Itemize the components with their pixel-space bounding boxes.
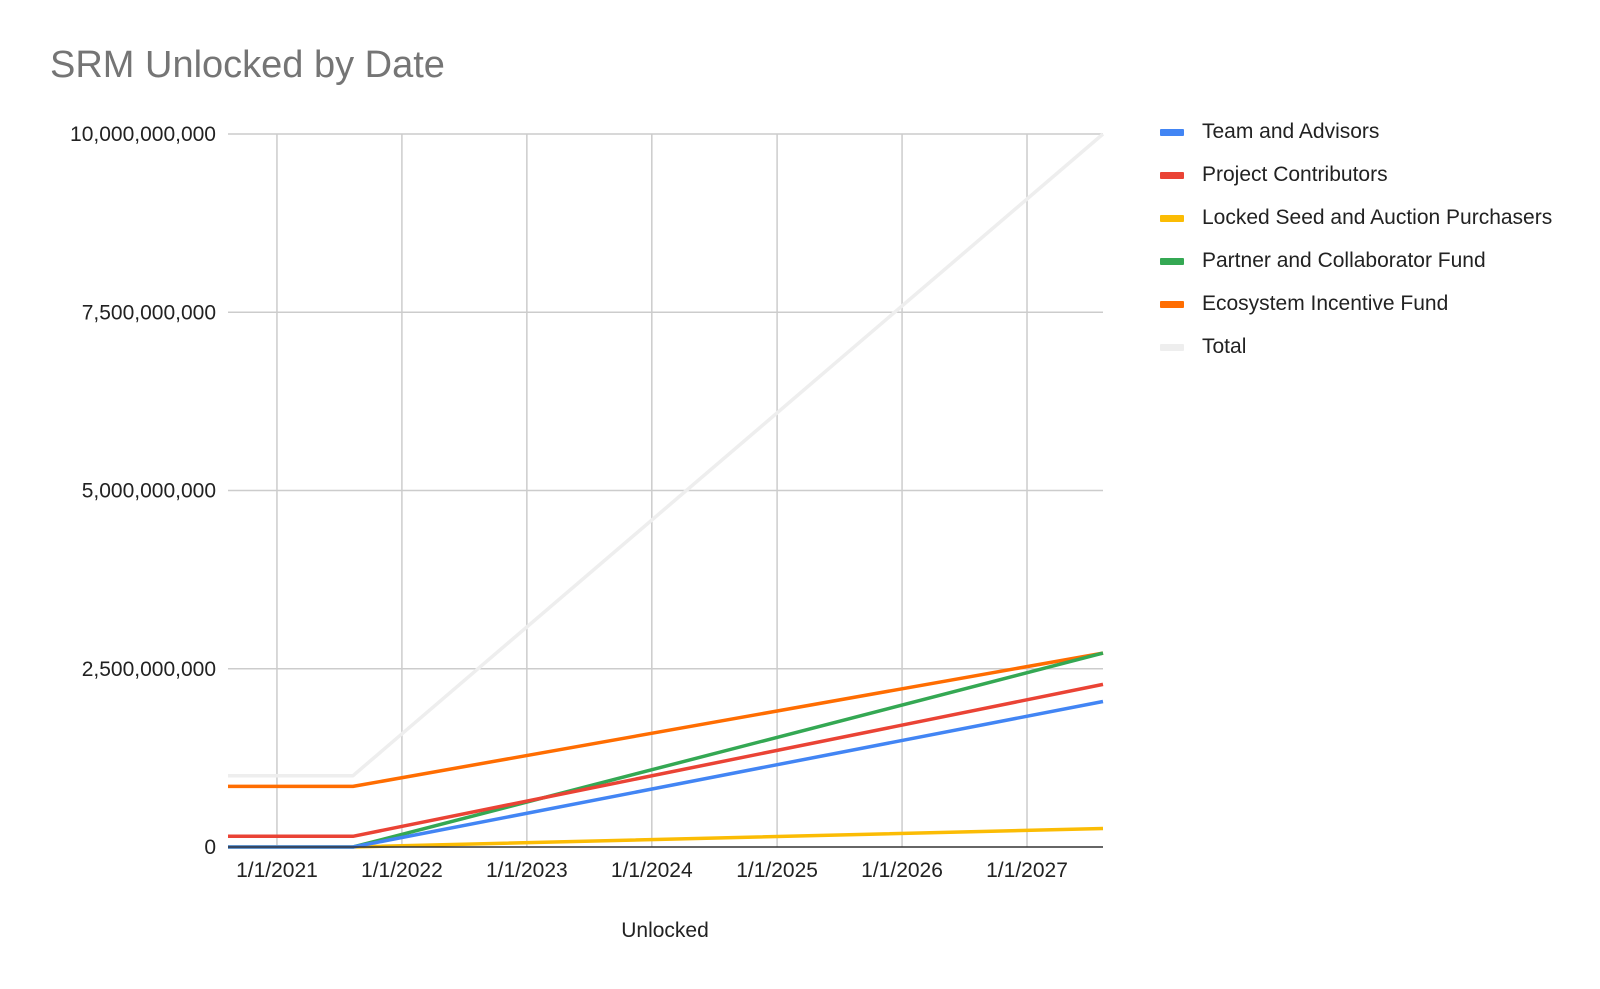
y-tick-label: 2,500,000,000 (82, 658, 216, 681)
x-axis-label: Unlocked (621, 919, 709, 942)
x-tick-label: 1/1/2025 (736, 859, 818, 882)
legend-swatch (1160, 215, 1184, 222)
legend-item-total: Total (1160, 335, 1580, 359)
legend-item-partner-and-collaborator-fund: Partner and Collaborator Fund (1160, 249, 1580, 273)
legend-label: Partner and Collaborator Fund (1202, 249, 1486, 272)
x-tick-label: 1/1/2026 (861, 859, 943, 882)
series-line-total (228, 132, 1105, 778)
legend-item-locked-seed-and-auction-purchasers: Locked Seed and Auction Purchasers (1160, 206, 1580, 230)
y-tick-label: 10,000,000,000 (70, 123, 216, 146)
legend-label: Project Contributors (1202, 163, 1388, 186)
chart-title: SRM Unlocked by Date (50, 44, 445, 86)
y-tick-label: 0 (204, 836, 216, 859)
x-tick-label: 1/1/2022 (361, 859, 443, 882)
x-tick-label: 1/1/2027 (986, 859, 1068, 882)
series-line-ecosystem-incentive-fund (228, 651, 1104, 789)
x-tick-label: 1/1/2023 (486, 859, 568, 882)
x-tick-label: 1/1/2021 (236, 859, 318, 882)
y-tick-label: 7,500,000,000 (82, 301, 216, 324)
axes: 0 2,500,000,000 5,000,000,000 7,500,000,000… (70, 123, 1103, 882)
legend-swatch (1160, 301, 1184, 308)
legend: Team and Advisors Project Contributors Loc… (1160, 120, 1580, 378)
legend-label: Team and Advisors (1202, 120, 1380, 143)
legend-item-project-contributors: Project Contributors (1160, 163, 1580, 187)
legend-label: Locked Seed and Auction Purchasers (1202, 206, 1553, 229)
x-tick-label: 1/1/2024 (611, 859, 693, 882)
legend-label: Total (1202, 335, 1247, 358)
legend-swatch (1160, 172, 1184, 179)
legend-label: Ecosystem Incentive Fund (1202, 292, 1449, 315)
y-tick-label: 5,000,000,000 (82, 480, 216, 503)
legend-swatch (1160, 129, 1184, 136)
series-line-partner-and-collaborator-fund (228, 651, 1104, 849)
legend-swatch (1160, 258, 1184, 265)
legend-item-team-and-advisors: Team and Advisors (1160, 120, 1580, 144)
grid-lines (228, 133, 1103, 847)
series-line-project-contributors (228, 682, 1104, 839)
legend-swatch (1160, 344, 1184, 351)
legend-item-ecosystem-incentive-fund: Ecosystem Incentive Fund (1160, 292, 1580, 316)
